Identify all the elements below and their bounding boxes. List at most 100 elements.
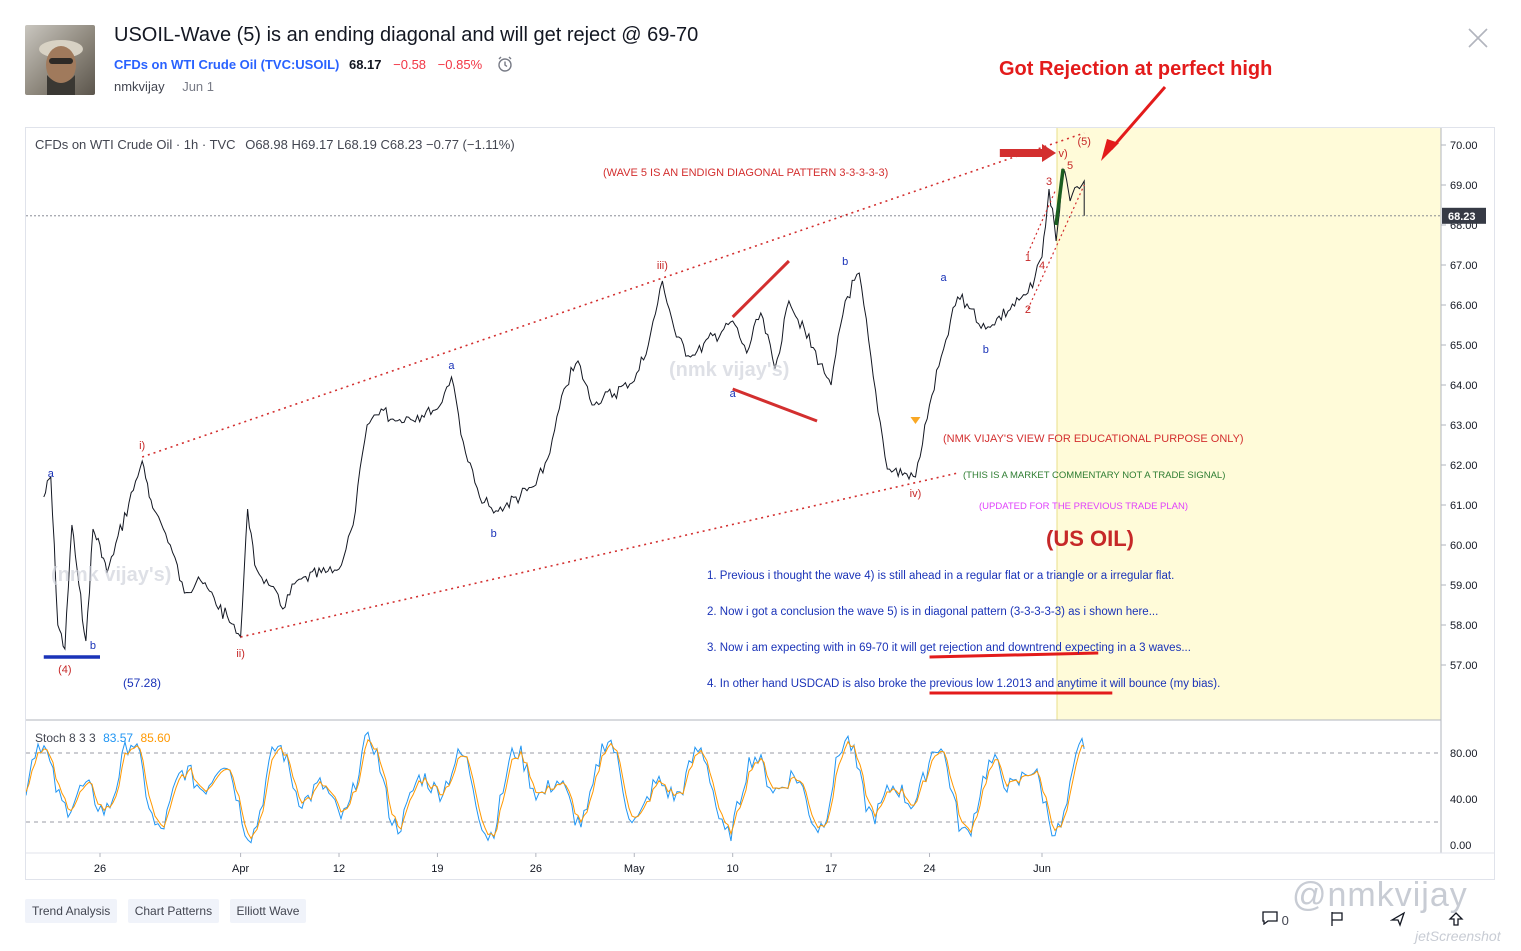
asset-label: (US OIL)	[1046, 526, 1134, 551]
stoch-tick-label: 80.00	[1450, 748, 1478, 760]
x-tick-label: 12	[333, 863, 345, 875]
wave-label: 4	[1039, 260, 1045, 272]
y-tick-label: 57.00	[1450, 660, 1478, 672]
author-watermark: @nmkvijay	[1292, 876, 1468, 914]
tag-chart-patterns[interactable]: Chart Patterns	[127, 899, 220, 923]
wave-label: a	[48, 468, 55, 480]
wave-label: (5)	[1077, 136, 1090, 148]
price-path	[43, 167, 1085, 651]
wave-label: b	[491, 528, 497, 540]
symbol-name-link[interactable]: CFDs on WTI Crude Oil	[114, 56, 257, 72]
symbol-price: 68.17	[348, 56, 382, 72]
y-tick-label: 69.00	[1450, 180, 1478, 192]
x-tick-label: Apr	[232, 863, 249, 875]
tag-elliott-wave[interactable]: Elliott Wave	[229, 899, 307, 923]
y-tick-label: 58.00	[1450, 620, 1478, 632]
wave-label: b	[842, 256, 848, 268]
price-series	[43, 167, 1085, 651]
wave-label: a	[941, 272, 948, 284]
x-tick-label: 19	[431, 863, 443, 875]
wave-label: (4)	[58, 664, 71, 676]
note-4: 4. In other hand USDCAD is also broke th…	[707, 678, 1221, 690]
wave-label: a	[730, 388, 737, 400]
pointer-arrow	[999, 144, 1057, 162]
legend-symbol: CFDs on WTI Crude Oil · 1h · TVC	[35, 137, 236, 152]
legend-low: 68.19	[344, 137, 377, 152]
tag-list: Trend Analysis Chart Patterns Elliott Wa…	[25, 899, 312, 923]
symbol-change: −0.58	[393, 56, 427, 72]
y-tick-label: 70.00	[1450, 140, 1478, 152]
symbol-change-pct: −0.85%	[437, 56, 483, 72]
wave-label: 2	[1025, 304, 1031, 316]
x-tick-label: Jun	[1033, 863, 1051, 875]
idea-title: USOIL-Wave (5) is an ending diagonal and…	[114, 24, 699, 46]
view-note: (NMK VIJAY'S VIEW FOR EDUCATIONAL PURPOS…	[943, 433, 1244, 445]
x-tick-label: 10	[727, 863, 739, 875]
wave-label: i)	[139, 440, 145, 452]
wave-label: iv)	[910, 488, 922, 500]
close-icon[interactable]	[1466, 26, 1490, 50]
symbol-ticker-link[interactable]: (TVC:USOIL)	[260, 56, 340, 72]
legend-open: 68.98	[255, 137, 288, 152]
triangle-lower-line	[732, 387, 818, 423]
share-icon[interactable]	[1389, 911, 1406, 932]
y-tick-label: 65.00	[1450, 340, 1478, 352]
legend-change: −0.77 (−1.11%)	[426, 137, 515, 152]
commentary-note: (THIS IS A MARKET COMMENTARY NOT A TRADE…	[963, 470, 1226, 481]
last-price-label: 68.23	[1448, 211, 1476, 223]
note-1: 1. Previous i thought the wave 4) is sti…	[707, 570, 1175, 582]
alarm-clock-icon[interactable]	[496, 55, 514, 76]
x-tick-label: May	[624, 863, 645, 875]
wave-label: b	[983, 344, 989, 356]
callout-text: Got Rejection at perfect high	[999, 58, 1273, 80]
stoch-name: Stoch 8 3 3	[35, 731, 96, 745]
x-tick-label: 26	[530, 863, 542, 875]
y-tick-label: 62.00	[1450, 460, 1478, 472]
wave-label: a	[448, 360, 455, 372]
note-underline-3	[929, 651, 1099, 659]
y-tick-label: 60.00	[1450, 540, 1478, 552]
lower-channel-line	[240, 472, 958, 638]
low-value-label: (57.28)	[123, 676, 162, 690]
screenshot-watermark: jetScreenshot	[1415, 928, 1501, 944]
tag-trend-analysis[interactable]: Trend Analysis	[25, 899, 118, 923]
author-name-link[interactable]: nmkvijay	[114, 79, 165, 94]
y-tick-label: 61.00	[1450, 500, 1478, 512]
stoch-legend: Stoch 8 3 3 83.57 85.60	[35, 731, 170, 745]
signal-triangle-icon	[910, 417, 921, 424]
flag-icon[interactable]	[1330, 911, 1344, 932]
boost-icon[interactable]	[1448, 911, 1464, 932]
wave-label: 3	[1046, 176, 1052, 188]
chart-legend: CFDs on WTI Crude Oil · 1h · TVC O68.98 …	[35, 137, 515, 152]
x-tick-label: 24	[923, 863, 935, 875]
chart-container[interactable]: a (4) b i) ii) a b iii) a b iv) a b 1 2 3 4 5 v) (5) 57.00 5…	[25, 127, 1495, 880]
upper-channel-line	[141, 132, 1085, 458]
chart-watermark: (nmk vijay's)	[669, 359, 790, 381]
author-avatar[interactable]	[25, 25, 95, 95]
stoch-d-line	[25, 738, 1085, 840]
note-3: 3. Now i am expecting with in 69-70 it w…	[707, 642, 1191, 654]
price-axis[interactable]: 57.00 58.00 59.00 60.00 61.00 62.00 63.00 64.00…	[1441, 140, 1486, 672]
wave-label: iii)	[657, 260, 668, 272]
symbol-line: CFDs on WTI Crude Oil (TVC:USOIL) 68.17 …	[114, 55, 514, 76]
legend-high: 69.17	[300, 137, 334, 152]
y-tick-label: 66.00	[1450, 300, 1478, 312]
wave-label: v)	[1059, 148, 1068, 160]
stoch-d-value: 85.60	[140, 731, 171, 745]
wave-labels: a (4) b i) ii) a b iii) a b iv) a b 1 2 3 4 5v) (5)	[48, 136, 1091, 676]
comments-button[interactable]: 0	[1262, 911, 1289, 928]
last-price-badge	[1442, 207, 1486, 224]
wave-label: 5	[1067, 160, 1073, 172]
note-2: 2. Now i got a conclusion the wave 5) is…	[707, 606, 1159, 618]
diagonal-upper-line	[1027, 188, 1057, 254]
legend-close: 68.23	[389, 137, 423, 152]
updated-note: (UPDATED FOR THE PREVIOUS TRADE PLAN)	[979, 501, 1189, 512]
stoch-tick-label: 0.00	[1450, 840, 1471, 852]
y-tick-label: 63.00	[1450, 420, 1478, 432]
chart-watermark-2: (nmk vijay's)	[51, 564, 172, 586]
comment-count: 0	[1281, 913, 1289, 928]
y-tick-label: 67.00	[1450, 260, 1478, 272]
publish-date: Jun 1	[182, 79, 215, 94]
time-axis[interactable]: 26 Apr 12 19 26 May 10 17 24 Jun	[94, 853, 1051, 875]
